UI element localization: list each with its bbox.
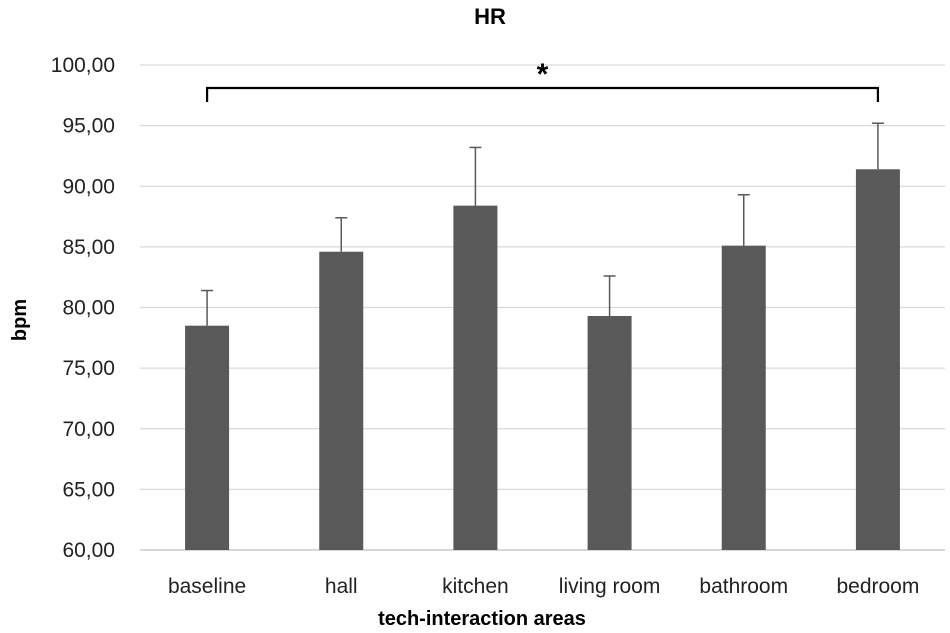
bar-baseline	[185, 325, 230, 550]
x-tick-label: living room	[559, 575, 661, 598]
error-bars	[201, 122, 884, 326]
bars	[185, 169, 900, 550]
y-tick-label: 65,00	[62, 478, 115, 501]
y-tick-label: 100,00	[51, 54, 115, 77]
y-axis-title: bpm	[9, 299, 31, 341]
x-tick-label: baseline	[168, 575, 246, 598]
bar-hall	[319, 251, 364, 550]
x-tick-label: hall	[325, 575, 358, 598]
y-tick-label: 90,00	[62, 175, 115, 198]
bar-bedroom	[855, 169, 900, 550]
bar-living-room	[587, 315, 632, 550]
significance-bracket-line	[205, 86, 880, 102]
x-tick-label: kitchen	[442, 575, 509, 598]
bar-bathroom	[721, 245, 766, 550]
x-axis-title: tech-interaction areas	[378, 608, 586, 630]
x-axis-tick-labels: baseline hall kitchen living room bathroom be…	[168, 575, 919, 598]
significance-bracket: *	[205, 58, 880, 102]
y-tick-label: 60,00	[62, 539, 115, 562]
chart-title: HR	[474, 4, 506, 29]
significance-marker: *	[537, 58, 549, 91]
x-tick-label: bathroom	[699, 575, 788, 598]
y-tick-label: 70,00	[62, 418, 115, 441]
x-tick-label: bedroom	[836, 575, 919, 598]
y-tick-label: 75,00	[62, 357, 115, 380]
y-tick-label: 95,00	[62, 115, 115, 138]
y-tick-label: 80,00	[62, 297, 115, 320]
y-tick-label: 85,00	[62, 236, 115, 259]
bar-kitchen	[453, 205, 498, 550]
gridlines	[140, 64, 945, 551]
y-axis-tick-labels: 60,00 65,00 70,00 75,00 80,00 85,00 90,00 95,00…	[51, 54, 115, 562]
